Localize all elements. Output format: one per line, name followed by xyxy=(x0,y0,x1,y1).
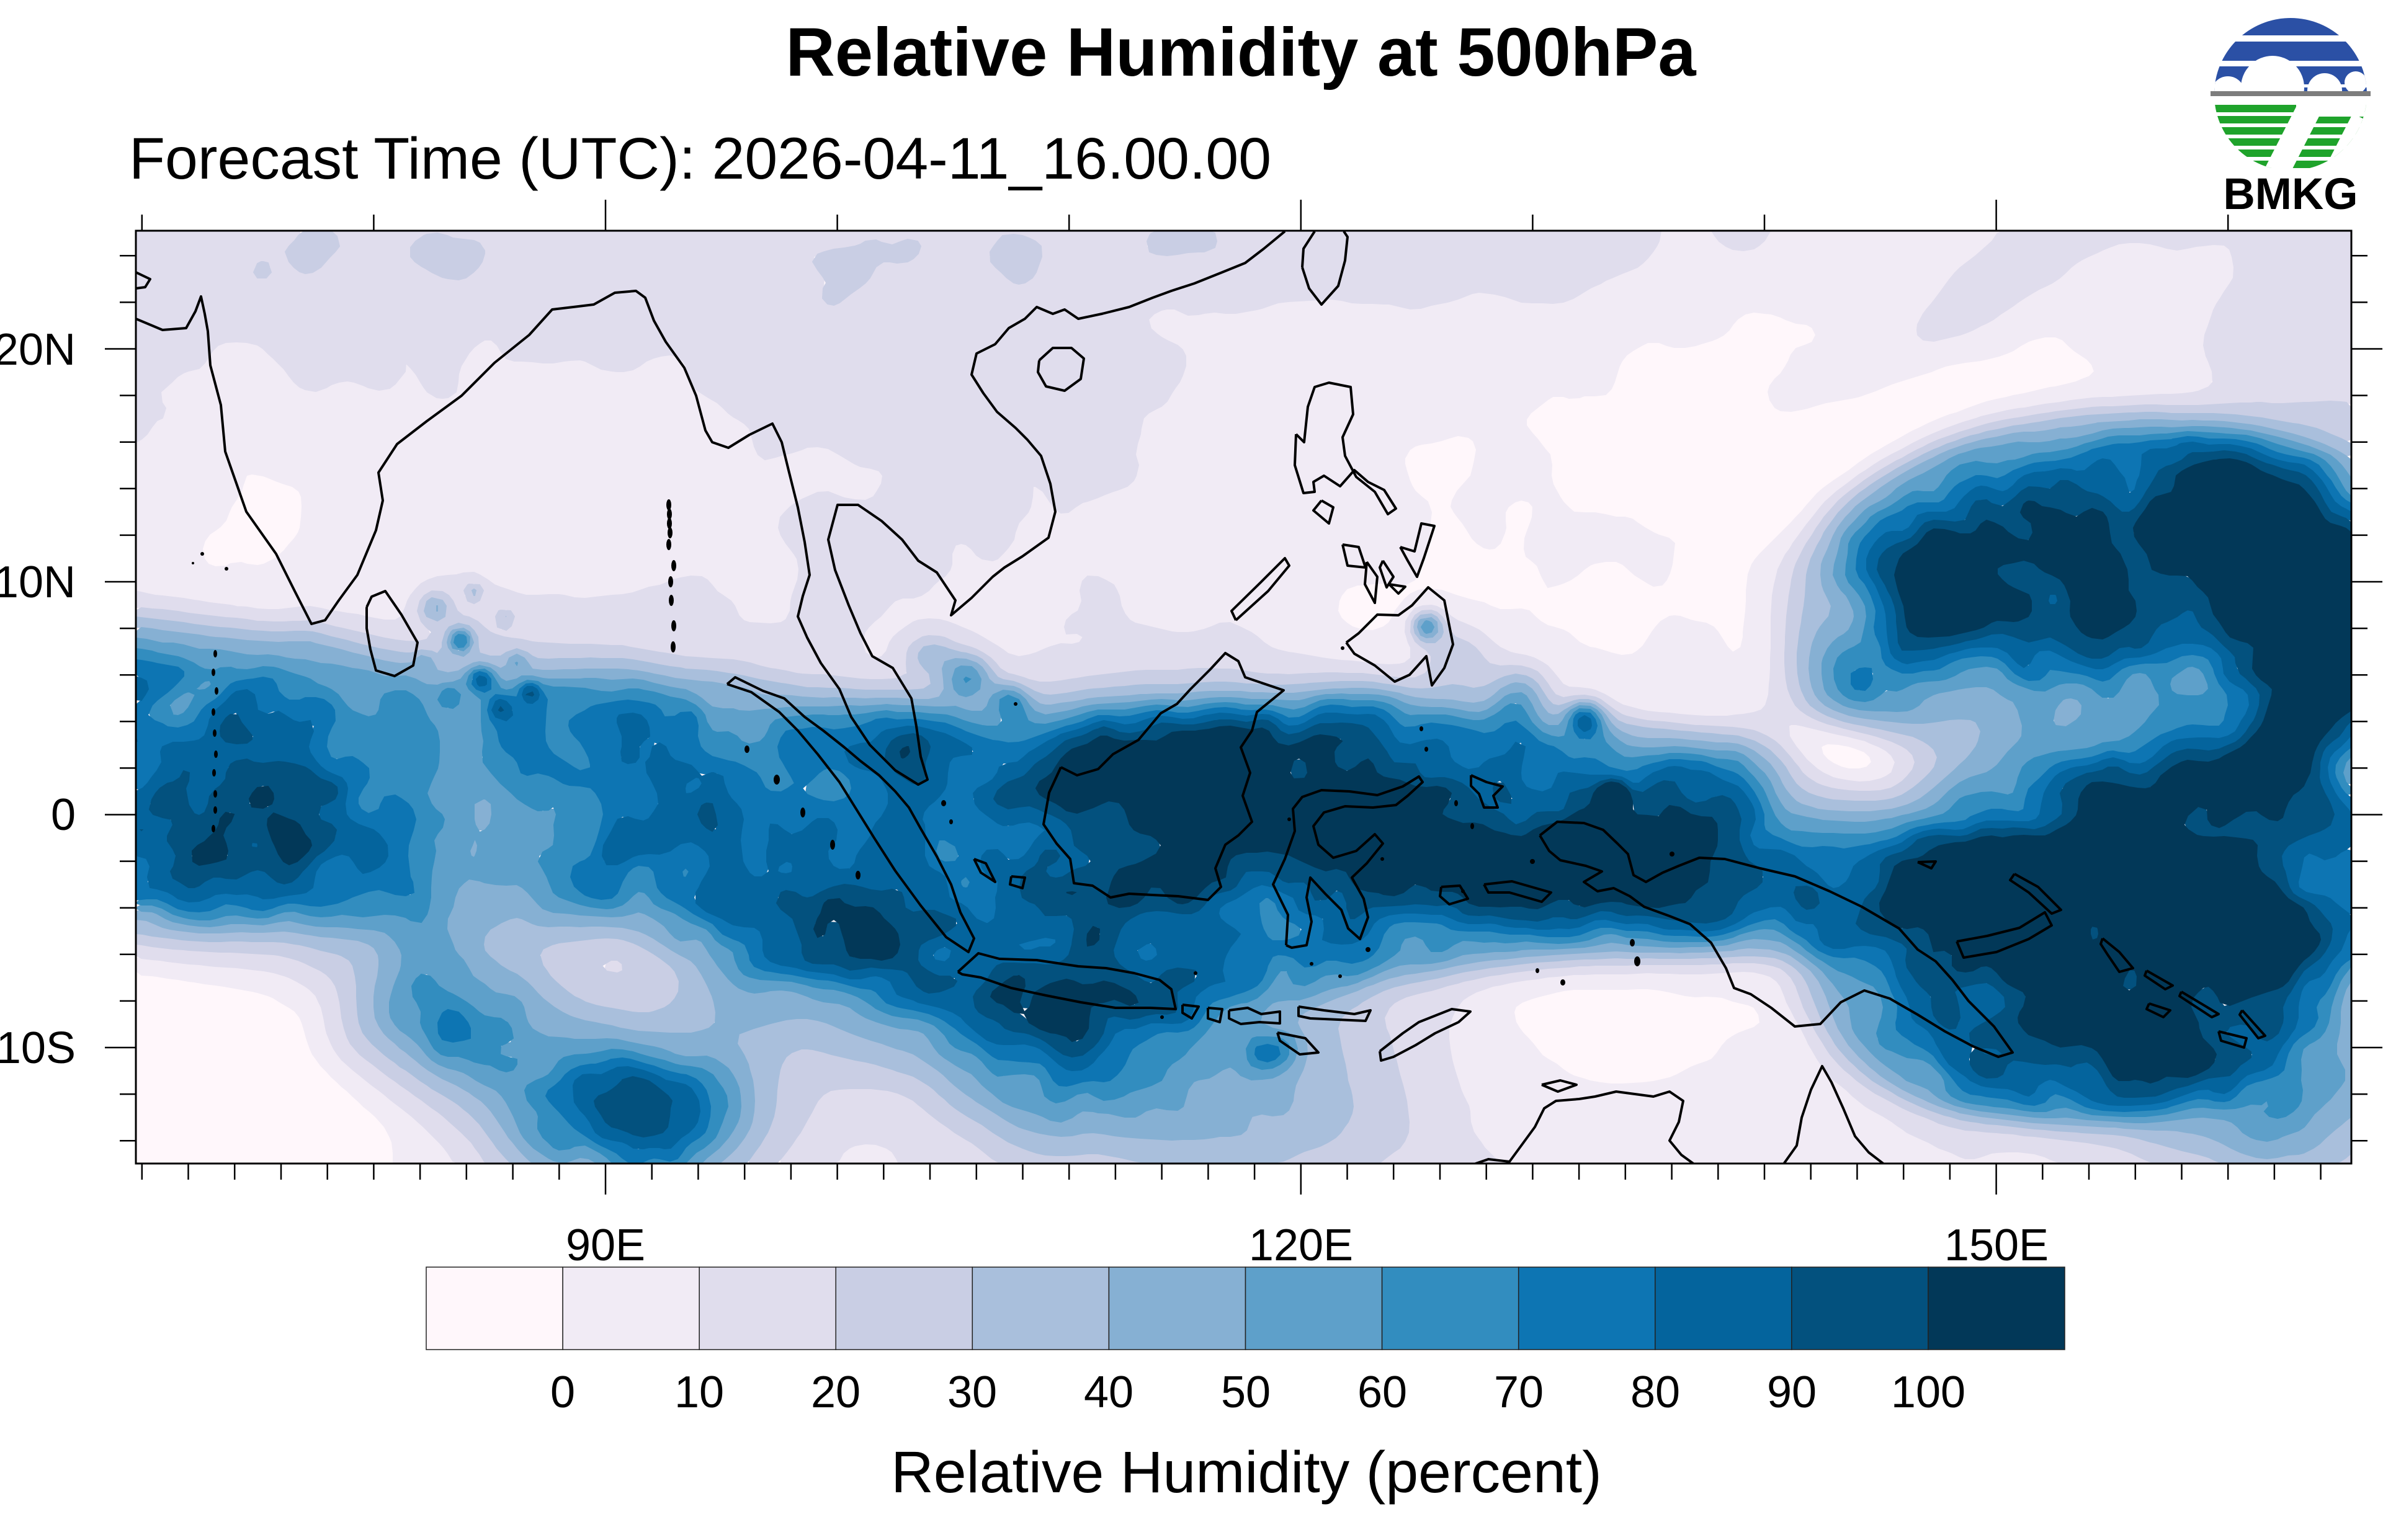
svg-text:50: 50 xyxy=(1221,1368,1271,1417)
svg-text:150E: 150E xyxy=(1944,1221,2049,1270)
svg-text:80: 80 xyxy=(1630,1368,1680,1417)
svg-text:120E: 120E xyxy=(1249,1221,1353,1270)
svg-text:90: 90 xyxy=(1767,1368,1817,1417)
svg-text:20: 20 xyxy=(811,1368,861,1417)
svg-text:10S: 10S xyxy=(0,1023,76,1073)
svg-text:20N: 20N xyxy=(0,325,76,375)
svg-text:BMKG: BMKG xyxy=(2224,170,2358,219)
svg-text:30: 30 xyxy=(947,1368,997,1417)
svg-text:90E: 90E xyxy=(566,1221,645,1270)
svg-text:0: 0 xyxy=(51,790,76,840)
svg-text:0: 0 xyxy=(550,1368,575,1417)
svg-text:40: 40 xyxy=(1084,1368,1133,1417)
svg-text:Relative Humidity at 500hPa: Relative Humidity at 500hPa xyxy=(785,14,1696,91)
svg-text:10N: 10N xyxy=(0,558,76,607)
svg-text:70: 70 xyxy=(1494,1368,1544,1417)
svg-text:10: 10 xyxy=(674,1368,724,1417)
svg-text:100: 100 xyxy=(1891,1368,1965,1417)
svg-text:Relative Humidity (percent): Relative Humidity (percent) xyxy=(891,1440,1602,1505)
svg-text:Forecast Time (UTC): 2026-04-1: Forecast Time (UTC): 2026-04-11_16.00.00 xyxy=(129,126,1271,192)
svg-text:60: 60 xyxy=(1357,1368,1407,1417)
